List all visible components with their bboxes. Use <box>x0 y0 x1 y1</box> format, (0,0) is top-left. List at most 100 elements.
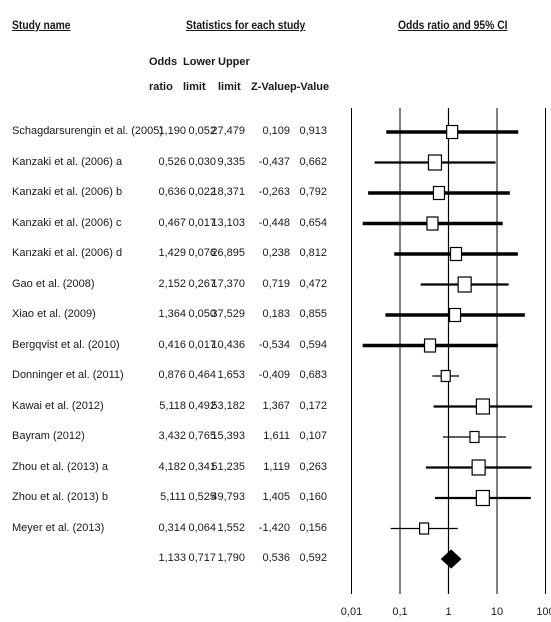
z-value-cell: 1,119 <box>263 460 290 473</box>
z-value-cell: 0,719 <box>262 277 290 290</box>
lower-limit-cell: 0,492 <box>188 399 216 412</box>
x-tick-label: 0,01 <box>341 606 362 618</box>
p-value-cell: 0,472 <box>299 277 327 290</box>
p-value-cell: 0,792 <box>299 186 327 198</box>
p-value-cell: 0,263 <box>299 460 327 473</box>
z-value-cell: -0,448 <box>258 216 290 229</box>
x-tick-label: 10 <box>491 606 503 618</box>
study-name-header: Study name <box>12 18 71 32</box>
odds-ratio-cell: 0,467 <box>158 216 186 229</box>
study-name: Kanzaki et al. (2006) b <box>12 186 123 198</box>
upper-limit-cell: 9,335 <box>217 155 245 168</box>
p-value-cell: 0,812 <box>299 247 327 259</box>
p-value-header-line-2: p-Value <box>290 81 330 93</box>
plot-header: Odds ratio and 95% CI <box>398 18 508 32</box>
odds-ratio-cell: 1,364 <box>158 308 186 320</box>
z-value-cell: 0,238 <box>262 247 290 259</box>
z-value-cell: -0,534 <box>258 338 290 351</box>
study-name: Meyer et al. (2013) <box>12 521 105 534</box>
z-value-cell: 0,183 <box>262 308 290 320</box>
study-name: Kanzaki et al. (2006) d <box>12 247 123 259</box>
lower-limit-cell: 0,464 <box>188 369 216 381</box>
odds-ratio-cell: 0,526 <box>158 155 186 168</box>
z-value-cell: -1,420 <box>258 521 290 534</box>
study-name: Bayram (2012) <box>12 430 85 442</box>
lower-limit-cell: 0,050 <box>188 308 216 320</box>
study-name: Kawai et al. (2012) <box>12 399 104 412</box>
z-value-cell: 1,611 <box>263 430 290 442</box>
p-value-cell: 0,172 <box>299 399 327 412</box>
upper-limit-cell: 49,793 <box>211 491 245 503</box>
study-point-box <box>448 307 462 323</box>
lower-limit-cell: 0,341 <box>188 460 216 473</box>
lower-limit-header-line-2: limit <box>183 81 206 93</box>
odds-ratio-cell: 0,314 <box>158 521 186 534</box>
study-point-box <box>457 276 472 293</box>
odds-ratio-cell: 5,111 <box>160 491 186 503</box>
study-name: Bergqvist et al. (2010) <box>12 338 120 351</box>
study-point-box <box>426 216 439 231</box>
study-name: Schagdarsurengin et al. (2005) <box>12 125 164 137</box>
upper-limit-cell: 51,235 <box>211 460 245 473</box>
odds-ratio-cell: 1,190 <box>158 125 186 137</box>
odds-ratio-cell: 0,876 <box>158 369 186 381</box>
odds-ratio-cell: 0,416 <box>158 338 186 351</box>
study-point-box <box>469 430 480 444</box>
study-point-box <box>475 398 490 415</box>
study-point-box <box>419 522 430 535</box>
odds-ratio-header-line-2: ratio <box>149 81 173 93</box>
study-point-box <box>432 185 446 201</box>
p-value-cell: 0,855 <box>299 308 327 320</box>
p-value-cell: 0,156 <box>299 521 327 534</box>
upper-limit-cell: 17,370 <box>211 277 245 290</box>
summary-diamond <box>440 549 462 569</box>
x-tick-label: 1 <box>445 606 451 618</box>
lower-limit-cell: 0,267 <box>188 277 216 290</box>
odds-ratio-cell: 2,152 <box>158 277 186 290</box>
summary-z-value-cell: 0,536 <box>262 552 290 564</box>
study-point-box <box>440 369 451 383</box>
lower-limit-header-line-1: Lower <box>183 56 216 68</box>
upper-limit-header-line-1: Upper <box>218 56 250 68</box>
lower-limit-cell: 0,022 <box>188 186 216 198</box>
study-name: Gao et al. (2008) <box>12 277 95 290</box>
lower-limit-cell: 0,052 <box>188 125 216 137</box>
study-point-box <box>446 124 459 140</box>
statistics-header: Statistics for each study <box>186 18 306 32</box>
lower-limit-cell: 0,076 <box>188 247 216 259</box>
summary-p-value-cell: 0,592 <box>299 552 327 564</box>
p-value-cell: 0,662 <box>299 155 327 168</box>
p-value-cell: 0,913 <box>299 125 327 137</box>
study-name: Xiao et al. (2009) <box>12 308 96 320</box>
upper-limit-cell: 26,895 <box>211 247 245 259</box>
odds-ratio-cell: 0,636 <box>158 186 186 198</box>
upper-limit-header-line-2: limit <box>218 81 241 93</box>
study-name: Zhou et al. (2013) b <box>12 491 109 503</box>
upper-limit-cell: 53,182 <box>211 399 245 412</box>
odds-ratio-cell: 4,182 <box>158 460 186 473</box>
z-value-header-line-2: Z-Value <box>251 81 291 93</box>
lower-limit-cell: 0,017 <box>188 338 216 351</box>
p-value-cell: 0,107 <box>299 430 327 442</box>
z-value-cell: -0,263 <box>258 186 290 198</box>
p-value-cell: 0,594 <box>299 338 327 351</box>
z-value-cell: 1,367 <box>262 399 290 412</box>
study-point-box <box>471 459 486 476</box>
upper-limit-cell: 1,552 <box>217 521 245 534</box>
study-point-box <box>427 154 443 171</box>
study-name: Donninger et al. (2011) <box>12 369 124 381</box>
odds-ratio-cell: 3,432 <box>158 430 186 442</box>
summary-upper-limit-cell: 1,790 <box>217 552 245 564</box>
study-name: Zhou et al. (2013) a <box>12 460 109 473</box>
upper-limit-cell: 37,529 <box>211 308 245 320</box>
upper-limit-cell: 10,436 <box>211 338 245 351</box>
odds-ratio-header-line-1: Odds <box>149 56 178 68</box>
odds-ratio-cell: 1,429 <box>158 247 186 259</box>
z-value-cell: -0,437 <box>258 155 290 168</box>
study-name: Kanzaki et al. (2006) a <box>12 155 123 168</box>
x-tick-label: 0,1 <box>392 606 407 618</box>
upper-limit-cell: 27,479 <box>211 125 245 137</box>
x-tick-label: 100 <box>536 606 551 618</box>
